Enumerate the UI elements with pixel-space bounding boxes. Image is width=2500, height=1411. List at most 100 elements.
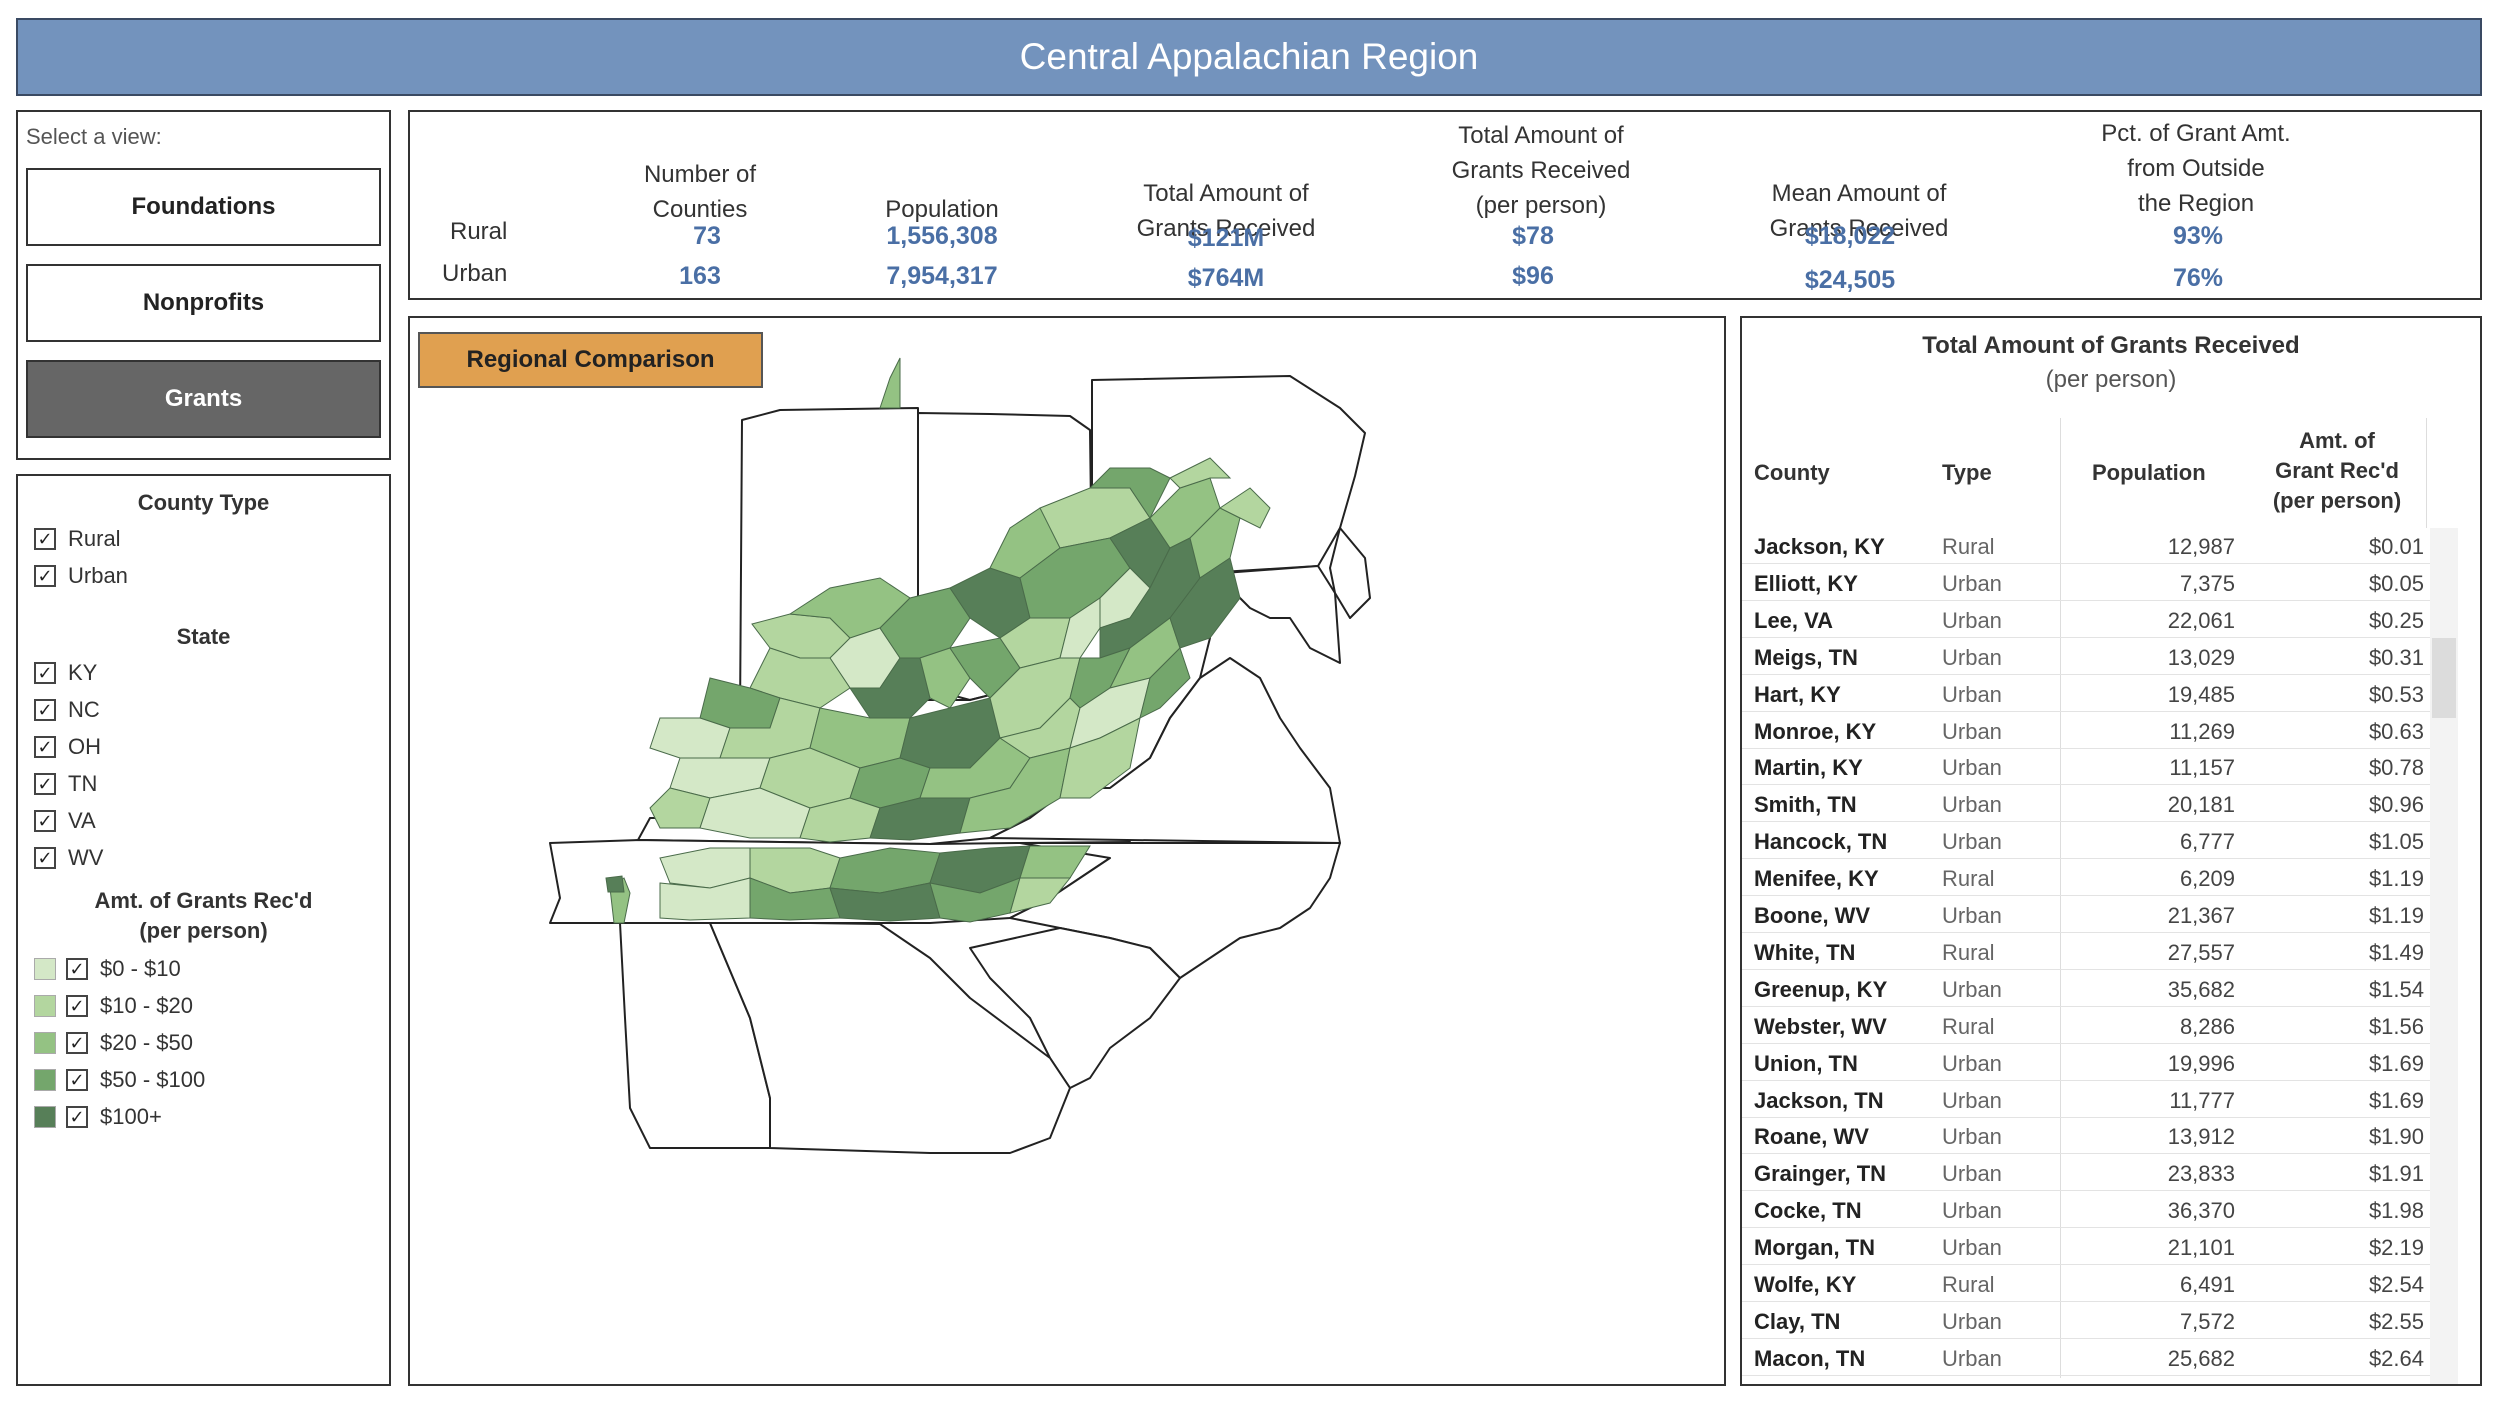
- cell-amount: $0.25: [2368, 607, 2424, 633]
- filter-state-ky[interactable]: ✓ KY: [34, 658, 97, 688]
- urban-outside: 76%: [2172, 264, 2224, 292]
- filter-amount-20-50[interactable]: ✓ $20 - $50: [34, 1028, 193, 1058]
- filter-state-tn[interactable]: ✓ TN: [34, 769, 97, 799]
- foundations-button[interactable]: Foundations: [26, 168, 381, 246]
- cell-population: 36,370: [2167, 1198, 2235, 1224]
- filter-urban[interactable]: ✓ Urban: [34, 561, 128, 591]
- checkbox-icon[interactable]: ✓: [66, 1106, 88, 1128]
- cell-amount: $2.55: [2368, 1308, 2424, 1334]
- cell-population: 19,485: [2167, 681, 2235, 707]
- column-header-type[interactable]: Type: [1942, 460, 1992, 485]
- amount-title-line2: (per person): [139, 918, 268, 943]
- filter-amount-50-100[interactable]: ✓ $50 - $100: [34, 1065, 205, 1095]
- column-header-population[interactable]: Population: [2092, 460, 2206, 485]
- table-row[interactable]: Jackson, KY Rural 12,987 $0.01: [1742, 528, 2432, 564]
- checkbox-icon[interactable]: ✓: [34, 736, 56, 758]
- cell-county: Monroe, KY: [1754, 718, 1877, 744]
- cell-county: Grainger, TN: [1754, 1161, 1887, 1187]
- urban-total: $764M: [1187, 264, 1265, 292]
- table-row[interactable]: Hancock, TN Urban 6,777 $1.05: [1742, 823, 2432, 860]
- cell-type: Urban: [1942, 607, 2002, 633]
- nonprofits-button[interactable]: Nonprofits: [26, 264, 381, 342]
- table-row[interactable]: Cocke, TN Urban 36,370 $1.98: [1742, 1192, 2432, 1229]
- checkbox-icon[interactable]: ✓: [66, 1069, 88, 1091]
- legend-swatch: [34, 1032, 56, 1054]
- table-row[interactable]: Smith, TN Urban 20,181 $0.96: [1742, 786, 2432, 823]
- filter-rural[interactable]: ✓ Rural: [34, 524, 121, 554]
- checkbox-icon[interactable]: ✓: [34, 699, 56, 721]
- column-header-amount[interactable]: Amt. of Grant Rec'd (per person): [2257, 426, 2417, 516]
- county-cluster-53: [879, 357, 901, 409]
- cell-type: Urban: [1942, 976, 2002, 1002]
- table-row[interactable]: Wolfe, KY Rural 6,491 $2.54: [1742, 1266, 2432, 1302]
- rural-per-person: $78: [1512, 222, 1554, 250]
- amount-header-line: Grant Rec'd: [2275, 458, 2399, 483]
- legend-swatch: [34, 995, 56, 1017]
- table-row[interactable]: Clay, TN Urban 7,572 $2.55: [1742, 1303, 2432, 1339]
- checkbox-icon[interactable]: ✓: [34, 662, 56, 684]
- checkbox-icon[interactable]: ✓: [66, 995, 88, 1017]
- table-row[interactable]: Menifee, KY Rural 6,209 $1.19: [1742, 860, 2432, 897]
- checkbox-icon[interactable]: ✓: [66, 958, 88, 980]
- header-line: [1770, 141, 1949, 176]
- region-map[interactable]: [410, 318, 1724, 1384]
- cell-population: 8,286: [2179, 1013, 2235, 1039]
- legend-swatch: [34, 1069, 56, 1091]
- urban-mean: $24,505: [1804, 266, 1896, 294]
- cell-population: 7,375: [2179, 570, 2235, 596]
- filter-amount-10-20[interactable]: ✓ $10 - $20: [34, 991, 193, 1021]
- cell-type: Rural: [1942, 1013, 1995, 1039]
- checkbox-icon[interactable]: ✓: [34, 528, 56, 550]
- filter-state-oh[interactable]: ✓ OH: [34, 732, 101, 762]
- filter-state-va[interactable]: ✓ VA: [34, 806, 96, 836]
- cell-county: Morgan, TN: [1754, 1235, 1875, 1261]
- table-row[interactable]: Union, TN Urban 19,996 $1.69: [1742, 1045, 2432, 1081]
- filter-amount-0-10[interactable]: ✓ $0 - $10: [34, 954, 181, 984]
- table-row[interactable]: Macon, TN Urban 25,682 $2.64: [1742, 1340, 2432, 1376]
- county-cluster-22: [649, 717, 731, 759]
- table-scrollbar[interactable]: [2430, 528, 2458, 1384]
- table-row[interactable]: Jackson, TN Urban 11,777 $1.69: [1742, 1082, 2432, 1118]
- checkbox-icon[interactable]: ✓: [34, 773, 56, 795]
- table-row[interactable]: Lee, VA Urban 22,061 $0.25: [1742, 602, 2432, 638]
- table-row[interactable]: Webster, WV Rural 8,286 $1.56: [1742, 1008, 2432, 1044]
- county-cluster-52: [1009, 877, 1072, 914]
- filter-amount-100-plus[interactable]: ✓ $100+: [34, 1102, 162, 1132]
- table-row[interactable]: Grainger, TN Urban 23,833 $1.91: [1742, 1155, 2432, 1192]
- header-line: Counties: [652, 196, 748, 223]
- cell-type: Urban: [1942, 570, 2002, 596]
- column-header-county[interactable]: County: [1754, 460, 1830, 485]
- grants-button[interactable]: Grants: [26, 360, 381, 438]
- checkbox-icon[interactable]: ✓: [66, 1032, 88, 1054]
- table-row[interactable]: Martin, KY Urban 11,157 $0.78: [1742, 749, 2432, 786]
- cell-type: Urban: [1942, 903, 2002, 928]
- cell-type: Urban: [1942, 718, 2002, 744]
- table-row[interactable]: Boone, WV Urban 21,367 $1.19: [1742, 897, 2432, 933]
- filter-label: $100+: [100, 1104, 162, 1129]
- checkbox-icon[interactable]: ✓: [34, 565, 56, 587]
- rural-counties: 73: [693, 222, 721, 250]
- cell-county: Cocke, TN: [1754, 1198, 1862, 1224]
- table-row[interactable]: Elliott, KY Urban 7,375 $0.05: [1742, 565, 2432, 601]
- cell-type: Rural: [1942, 866, 1995, 892]
- table-row[interactable]: Monroe, KY Urban 11,269 $0.63: [1742, 713, 2432, 749]
- cell-population: 13,912: [2167, 1124, 2235, 1150]
- scrollbar-thumb[interactable]: [2432, 638, 2456, 718]
- filter-state-wv[interactable]: ✓ WV: [34, 843, 103, 873]
- table-row[interactable]: Meigs, TN Urban 13,029 $0.31: [1742, 639, 2432, 675]
- table-row[interactable]: White, TN Rural 27,557 $1.49: [1742, 934, 2432, 970]
- checkbox-icon[interactable]: ✓: [34, 847, 56, 869]
- cell-type: Urban: [1942, 1345, 2002, 1371]
- county-shapes[interactable]: [605, 357, 1271, 924]
- table-row[interactable]: Morgan, TN Urban 21,101 $2.19: [1742, 1229, 2432, 1266]
- table-row[interactable]: Hart, KY Urban 19,485 $0.53: [1742, 676, 2432, 712]
- table-row[interactable]: Greenup, KY Urban 35,682 $1.54: [1742, 971, 2432, 1007]
- table-row[interactable]: Roane, WV Urban 13,912 $1.90: [1742, 1118, 2432, 1155]
- cell-amount: $1.19: [2368, 866, 2424, 892]
- filter-state-nc[interactable]: ✓ NC: [34, 695, 100, 725]
- regional-comparison-button[interactable]: Regional Comparison: [418, 332, 763, 388]
- urban-per-person: $96: [1512, 262, 1554, 290]
- cell-amount: $1.98: [2368, 1198, 2424, 1224]
- checkbox-icon[interactable]: ✓: [34, 810, 56, 832]
- amount-title-line1: Amt. of Grants Rec'd: [94, 888, 313, 913]
